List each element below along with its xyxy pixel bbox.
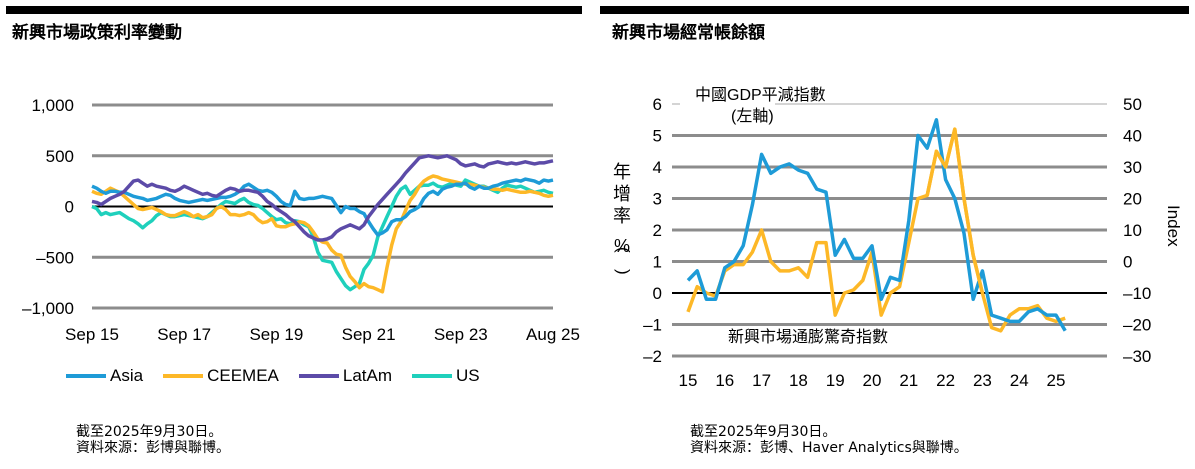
x-tick-label: 16 [715, 371, 734, 390]
x-tick-label: 15 [679, 371, 698, 390]
legend-item-ceemea: CEEMEA [163, 366, 279, 386]
y-tick-label: –500 [36, 248, 74, 267]
y2-tick-label: –10 [1123, 284, 1151, 303]
series-line-latam [91, 154, 554, 242]
annotation-china-deflator: 中國GDP平減指數 [695, 86, 826, 104]
right-title-bar [600, 6, 1189, 14]
x-tick-label: Sep 17 [157, 325, 211, 344]
x-tick-label: 24 [1010, 371, 1029, 390]
legend: Asia CEEMEA LatAm US [66, 366, 480, 386]
legend-item-latam: LatAm [298, 366, 393, 386]
y-tick-label: –1 [643, 316, 662, 335]
x-tick-label: 17 [752, 371, 771, 390]
y2-tick-label: 0 [1123, 253, 1132, 272]
y-tick-label: 500 [46, 147, 74, 166]
x-tick-label: 22 [936, 371, 955, 390]
legend-swatch [412, 374, 453, 378]
x-tick-label: Aug 25 [526, 325, 580, 344]
y-tick-label: 0 [65, 198, 74, 217]
legend-label: US [456, 366, 480, 385]
y-tick-label: –1,000 [22, 299, 74, 318]
series-line-ceemea [91, 174, 554, 294]
legend-item-asia: Asia [66, 366, 143, 386]
x-tick-label: 21 [899, 371, 918, 390]
series-line-china-gdp-deflator [686, 118, 1067, 332]
left-footnote: 截至2025年9月30日。 資料來源：彭博與聯博。 [76, 424, 230, 456]
y-axis-label-char: ) [614, 269, 633, 275]
y2-tick-label: 30 [1123, 158, 1142, 177]
x-tick-label: 19 [826, 371, 845, 390]
series-line-em-inflation-surprise-overlay [925, 127, 985, 294]
left-chart-title: 新興市場政策利率變動 [12, 23, 182, 43]
legend-swatch [163, 374, 204, 378]
annotation-left-axis: (左軸) [731, 107, 774, 125]
left-note-source: 資料來源：彭博與聯博。 [76, 440, 230, 456]
y-axis-label-char: 增 [613, 184, 631, 204]
x-tick-label: 18 [789, 371, 808, 390]
y2-tick-label: 40 [1123, 127, 1142, 146]
y2-tick-label: –20 [1123, 316, 1151, 335]
series-line-em-inflation-surprise [686, 127, 1066, 333]
series-line-asia [91, 177, 554, 237]
y2-tick-label: 20 [1123, 190, 1142, 209]
x-tick-label: Sep 15 [65, 325, 119, 344]
x-tick-label: Sep 21 [342, 325, 396, 344]
right-note-date: 截至2025年9月30日。 [690, 424, 837, 440]
x-tick-label: 23 [973, 371, 992, 390]
x-tick-label: Sep 23 [434, 325, 488, 344]
y-tick-label: 6 [653, 95, 662, 114]
y2-tick-label: –30 [1123, 347, 1151, 366]
legend-swatch [66, 374, 106, 378]
left-title-bar [6, 6, 582, 14]
y-tick-label: 3 [653, 190, 662, 209]
left-note-date: 截至2025年9月30日。 [76, 424, 223, 440]
right-note-source: 資料來源：彭博、Haver Analytics與聯博。 [690, 440, 968, 456]
right-chart-title: 新興市場經常帳餘額 [612, 23, 765, 43]
y-tick-label: 0 [653, 284, 662, 303]
y2-tick-label: 10 [1123, 221, 1142, 240]
y-tick-label: –2 [643, 347, 662, 366]
y-axis-label-char: ( [614, 247, 633, 253]
y-tick-label: 1 [653, 253, 662, 272]
y-axis-label-char: 年 [613, 162, 631, 182]
y-axis-label-char: % [614, 236, 630, 256]
right-footnote: 截至2025年9月30日。 資料來源：彭博、Haver Analytics與聯博… [690, 424, 968, 456]
y2-tick-label: 50 [1123, 95, 1142, 114]
x-tick-label: Sep 19 [249, 325, 303, 344]
y-tick-label: 5 [653, 127, 662, 146]
y-tick-label: 4 [653, 158, 662, 177]
legend-label: Asia [110, 366, 144, 385]
x-tick-label: 20 [863, 371, 882, 390]
legend-label: LatAm [342, 366, 393, 385]
legend-item-us: US [412, 366, 480, 386]
y-tick-label: 2 [653, 221, 662, 240]
right-panel: 新興市場經常帳餘額 6 5 4 3 2 1 0 –1 –2 50 40 30 20 10 0 –10 –20 –3… [600, 0, 1195, 469]
annotation-em-inflation-surprise: 新興市場通膨驚奇指數 [728, 328, 888, 346]
left-panel: 新興市場政策利率變動 1,000 500 0 –500 –1,000 Sep 15 Sep … [0, 0, 595, 469]
legend-label: CEEMEA [207, 366, 279, 385]
policy-rate-chart: 1,000 500 0 –500 –1,000 Sep 15 Sep 17 Sep 19 Sep… [22, 96, 580, 344]
y-axis-label-char: 率 [613, 206, 631, 226]
x-tick-label: 25 [1047, 371, 1066, 390]
y-tick-label: 1,000 [31, 96, 74, 115]
y2-axis-label: Index [1164, 205, 1183, 247]
legend-swatch [298, 374, 339, 378]
